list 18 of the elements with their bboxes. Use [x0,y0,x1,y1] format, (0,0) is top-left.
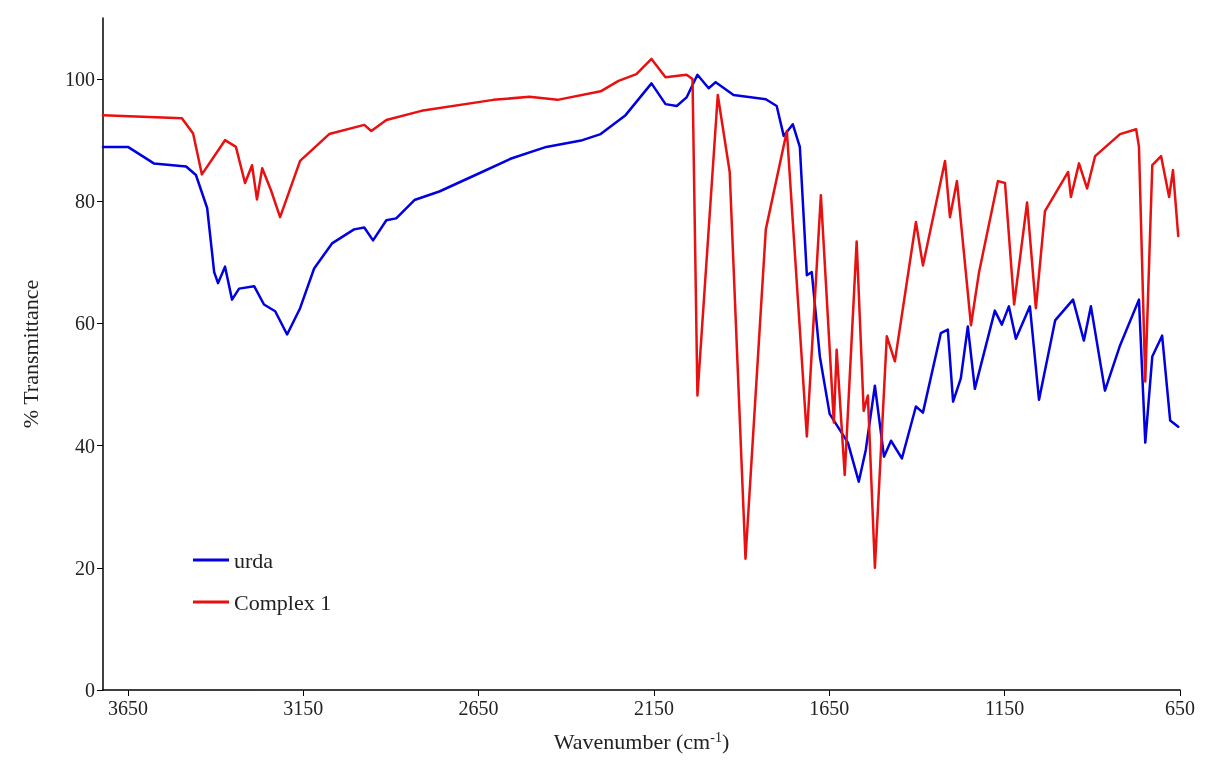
line-series [101,73,1180,483]
y-tick-label: 20 [75,556,95,579]
y-tick-label: 60 [75,312,95,335]
x-tick-label: 650 [1165,697,1195,719]
legend-label: urda [234,547,274,573]
y-tick-label: 0 [85,679,95,701]
x-tick-label: 1650 [809,697,850,719]
y-axis-title: % Transmittance [17,279,43,429]
x-tick-label: 3650 [107,697,148,719]
y-tick-label: 40 [75,434,95,457]
legend-label: Complex 1 [234,589,332,615]
x-tick-label: 2150 [633,697,674,719]
x-tick-label: 2650 [458,697,499,719]
y-tick-label: 80 [75,190,95,213]
line-series [101,57,1180,570]
x-tick-label: 3150 [283,697,324,719]
y-tick-label: 100 [65,68,95,91]
x-tick-label: 1150 [985,697,1025,719]
